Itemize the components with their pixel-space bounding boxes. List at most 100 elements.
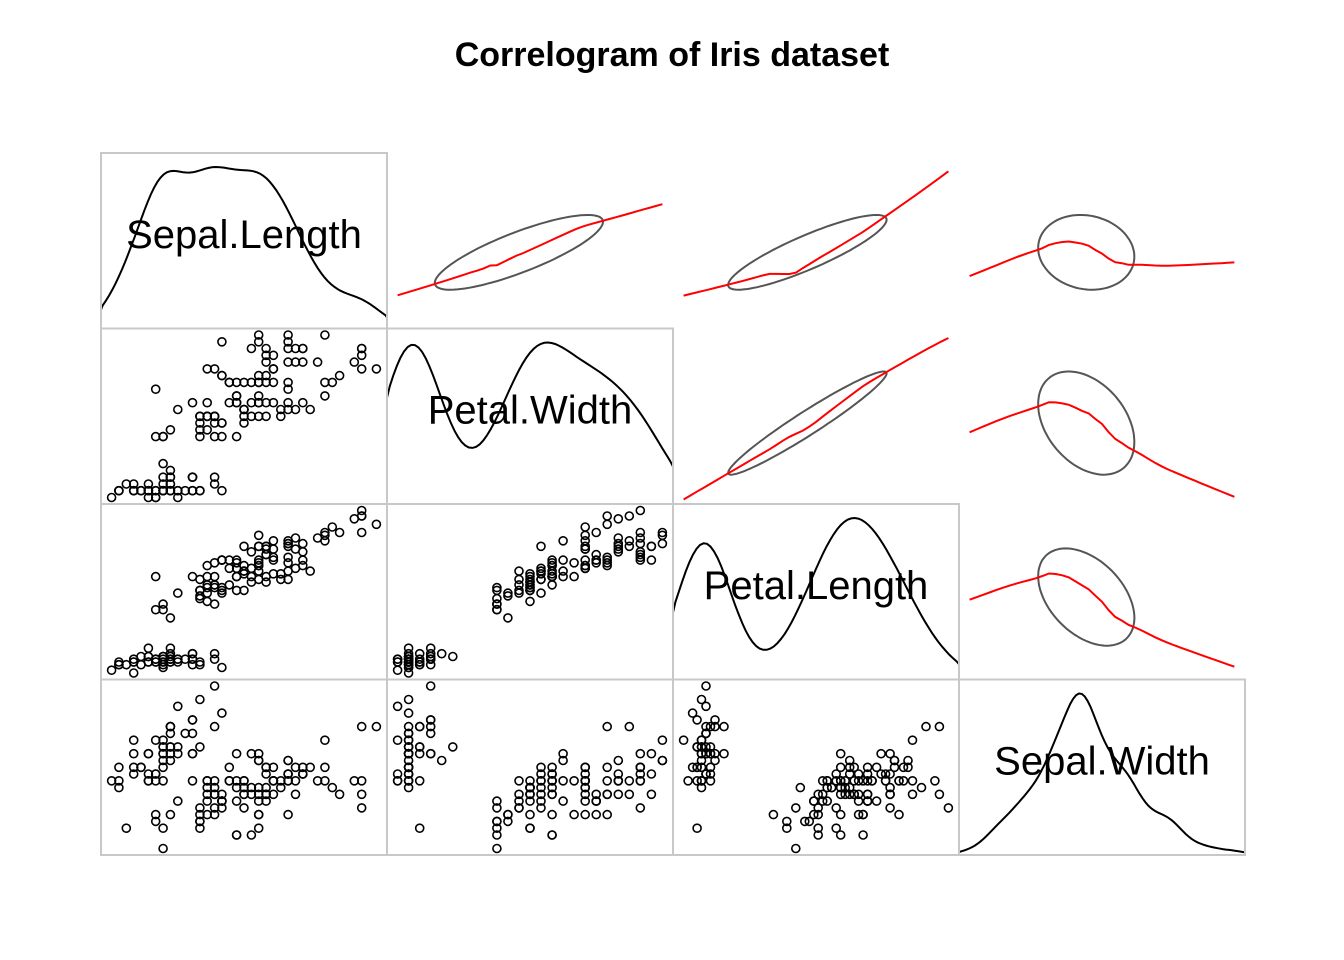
data-point: [195, 659, 205, 670]
data-point: [195, 431, 205, 442]
data-point: [253, 330, 264, 340]
data-point: [283, 541, 293, 552]
data-point: [436, 755, 447, 766]
data-point: [876, 769, 886, 779]
data-point: [128, 762, 139, 773]
data-point: [403, 748, 414, 759]
data-point: [696, 762, 707, 773]
data-point: [701, 721, 711, 732]
data-point: [602, 775, 613, 786]
data-point: [195, 424, 205, 435]
data-point: [261, 377, 271, 388]
data-point: [813, 823, 824, 834]
data-point: [536, 588, 546, 598]
data-point: [283, 769, 293, 779]
data-point: [297, 555, 308, 565]
data-point: [678, 735, 689, 746]
data-point: [858, 830, 868, 840]
data-point: [536, 803, 546, 813]
data-point: [334, 370, 345, 381]
data-point: [392, 775, 403, 786]
data-point: [224, 775, 235, 786]
data-point: [165, 472, 176, 483]
panel-petal-length-vs-petal-length: Petal.Length: [672, 503, 960, 681]
data-point: [158, 742, 168, 752]
data-point: [790, 803, 801, 813]
data-point: [187, 748, 198, 759]
data-point: [253, 336, 264, 347]
data-point: [701, 681, 711, 691]
data-point: [290, 404, 301, 415]
data-point: [831, 803, 842, 813]
data-point: [591, 557, 602, 568]
data-point: [635, 549, 646, 560]
data-point: [646, 789, 657, 800]
variable-label-petal-length: Petal.Length: [704, 564, 929, 608]
data-point: [180, 728, 190, 739]
data-point: [414, 654, 425, 665]
data-point: [158, 599, 168, 609]
data-point: [580, 775, 591, 786]
data-point: [425, 728, 436, 739]
data-point: [283, 377, 293, 388]
data-point: [283, 755, 293, 766]
data-point: [710, 715, 720, 725]
data-point: [692, 823, 702, 834]
correlation-ellipse: [433, 214, 605, 291]
data-point: [224, 762, 235, 773]
data-point: [356, 343, 367, 354]
data-point: [844, 755, 855, 766]
data-point: [403, 728, 414, 739]
data-point: [356, 775, 367, 786]
data-point: [692, 742, 702, 752]
data-point: [165, 721, 176, 732]
data-point: [536, 775, 546, 786]
data-point: [283, 330, 293, 340]
data-point: [558, 535, 568, 546]
data-point: [327, 522, 338, 532]
data-point: [253, 789, 264, 800]
data-point: [536, 563, 546, 574]
data-point: [165, 643, 176, 654]
data-point: [209, 782, 220, 793]
data-point: [195, 485, 205, 496]
data-point: [158, 458, 168, 469]
variable-label-sepal-width: Sepal.Width: [994, 739, 1210, 783]
data-point: [613, 755, 624, 766]
data-point: [128, 748, 139, 759]
data-point: [503, 613, 513, 623]
data-point: [349, 357, 360, 367]
data-point: [425, 654, 436, 665]
data-point: [558, 748, 568, 759]
data-point: [128, 485, 139, 496]
data-point: [503, 588, 513, 598]
data-point: [261, 544, 271, 554]
data-point: [195, 803, 205, 813]
data-point: [202, 560, 212, 571]
data-point: [880, 769, 891, 779]
data-point: [297, 538, 308, 549]
panel-frame: [958, 678, 1246, 856]
data-point: [195, 657, 205, 667]
data-point: [547, 775, 557, 786]
data-point: [768, 809, 779, 820]
panel-petal-length-vs-petal-width: [386, 503, 674, 681]
data-point: [114, 775, 124, 786]
data-point: [283, 566, 293, 576]
panel-frame: [386, 678, 674, 856]
data-point: [817, 796, 828, 806]
data-point: [253, 823, 264, 834]
panel-sepal-width-vs-petal-width: [386, 678, 674, 856]
data-point: [436, 648, 447, 659]
data-point: [261, 350, 271, 361]
data-point: [547, 782, 557, 793]
data-point: [106, 492, 117, 503]
data-point: [635, 527, 646, 538]
data-point: [657, 735, 668, 746]
data-point: [114, 659, 124, 670]
data-point: [525, 796, 535, 806]
data-point: [392, 735, 403, 746]
data-point: [907, 789, 918, 800]
data-point: [683, 775, 693, 786]
data-point: [885, 803, 895, 813]
